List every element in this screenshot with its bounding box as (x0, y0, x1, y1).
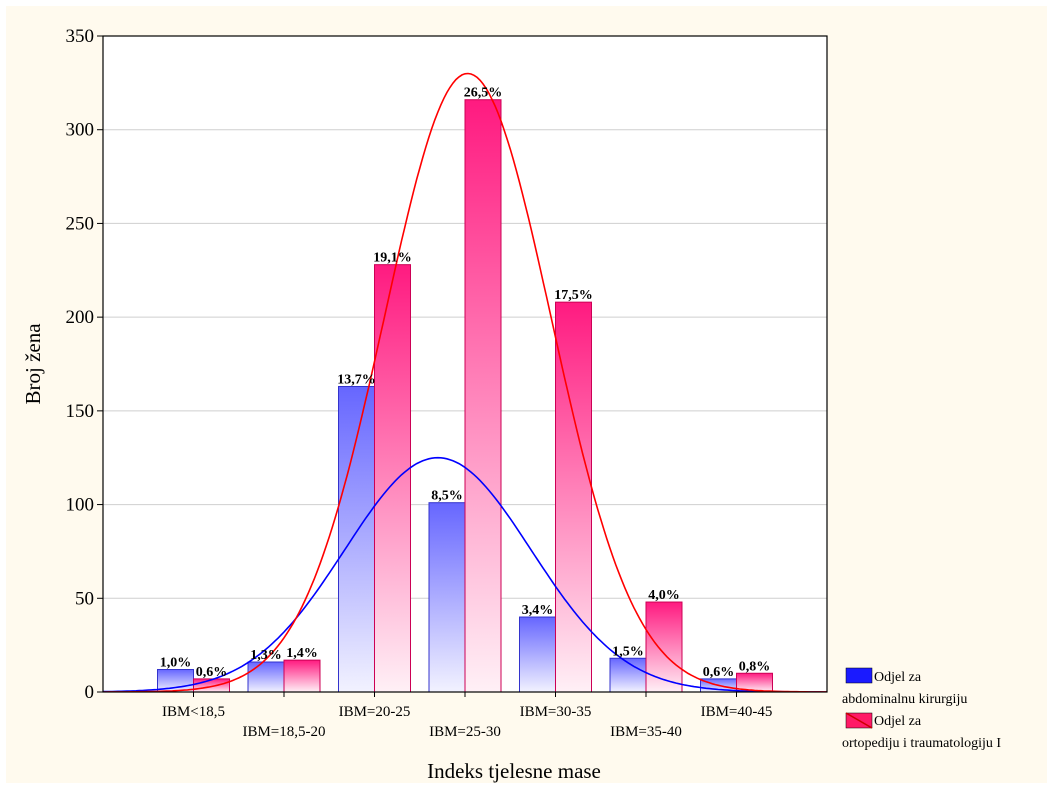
normal-curve-orthopedic (103, 72, 827, 692)
value-label-abdominal-4: 3,4% (522, 603, 554, 618)
legend-label-orthopedic-line1: Odjel za (874, 714, 922, 729)
x-tick-label-0: IBM<18,5 (162, 704, 225, 720)
bar-abdominal-1 (247, 661, 285, 693)
chart-frame: 1,0% 1,3% 13,7% 8,5% 3,4% 1,5% 0,6% 0,6% 1,4% 19,… (6, 6, 1047, 783)
y-tick-label-250: 250 (66, 213, 95, 234)
value-label-orthopedic-6: 0,8% (739, 659, 771, 674)
bmi-histogram-chart: 1,0% 1,3% 13,7% 8,5% 3,4% 1,5% 0,6% 0,6% 1,4% 19,… (21, 26, 1001, 783)
value-labels: 1,0% 1,3% 13,7% 8,5% 3,4% 1,5% 0,6% 0,6% 1,4% 19,… (160, 86, 771, 680)
value-label-abdominal-2: 13,7% (337, 372, 376, 387)
bar-abdominal-2 (338, 385, 375, 693)
y-tick-label-0: 0 (85, 682, 95, 703)
x-tick-label-4: IBM=30-35 (520, 704, 592, 720)
value-label-orthopedic-0: 0,6% (196, 665, 228, 680)
legend-swatch-orthopedic-line (845, 712, 873, 729)
y-tick-label-350: 350 (66, 26, 95, 47)
bar-abdominal-4 (519, 616, 556, 693)
y-tick-label-150: 150 (66, 401, 95, 422)
y-axis-title: Broj žena (21, 323, 45, 405)
bar-abdominal-3 (428, 502, 466, 693)
bar-orthopedic-2 (374, 264, 411, 693)
legend-label-abdominal-line1: Odjel za (874, 670, 922, 685)
value-label-orthopedic-5: 4,0% (648, 588, 680, 603)
legend-label-orthopedic-line2: ortopediju i traumatologiju I (842, 736, 1001, 751)
x-tick-label-3: IBM=25-30 (429, 724, 501, 740)
x-tick-label-2: IBM=20-25 (339, 704, 411, 720)
x-tick-label-5: IBM=35-40 (610, 724, 682, 740)
value-label-abdominal-1: 1,3% (250, 648, 282, 663)
value-label-abdominal-0: 1,0% (160, 656, 192, 671)
bar-orthopedic-5 (645, 601, 683, 693)
normal-curves (103, 72, 827, 692)
value-label-abdominal-3: 8,5% (431, 489, 463, 504)
x-tick-label-1: IBM=18,5-20 (242, 724, 325, 740)
legend-swatch-abdominal (845, 667, 873, 684)
value-label-abdominal-6: 0,6% (703, 665, 735, 680)
value-label-abdominal-5: 1,5% (612, 644, 644, 659)
normal-curve-abdominal (103, 456, 827, 692)
bar-orthopedic-1 (283, 659, 321, 693)
bar-orthopedic-3 (464, 99, 502, 693)
y-tick-label-300: 300 (66, 120, 95, 141)
y-tick-label-100: 100 (66, 495, 95, 516)
legend: Odjel za abdominalnu kirurgiju Odjel za … (842, 667, 1001, 751)
value-label-orthopedic-3: 26,5% (464, 86, 503, 101)
bar-orthopedic-0 (193, 678, 230, 693)
y-tick-label-50: 50 (75, 588, 94, 609)
value-label-orthopedic-2: 19,1% (373, 251, 412, 266)
y-axis-ticks: 0 50 100 150 200 250 300 350 (66, 26, 103, 703)
y-tick-label-200: 200 (66, 307, 95, 328)
x-tick-label-6: IBM=40-45 (701, 704, 773, 720)
x-axis-ticks: IBM<18,5 IBM=18,5-20 IBM=20-25 IBM=25-30 IBM… (162, 692, 772, 740)
legend-label-abdominal-line2: abdominalnu kirurgiju (842, 692, 967, 707)
x-axis-title: Indeks tjelesne mase (427, 759, 601, 783)
value-label-orthopedic-1: 1,4% (286, 646, 318, 661)
value-label-orthopedic-4: 17,5% (554, 288, 593, 303)
